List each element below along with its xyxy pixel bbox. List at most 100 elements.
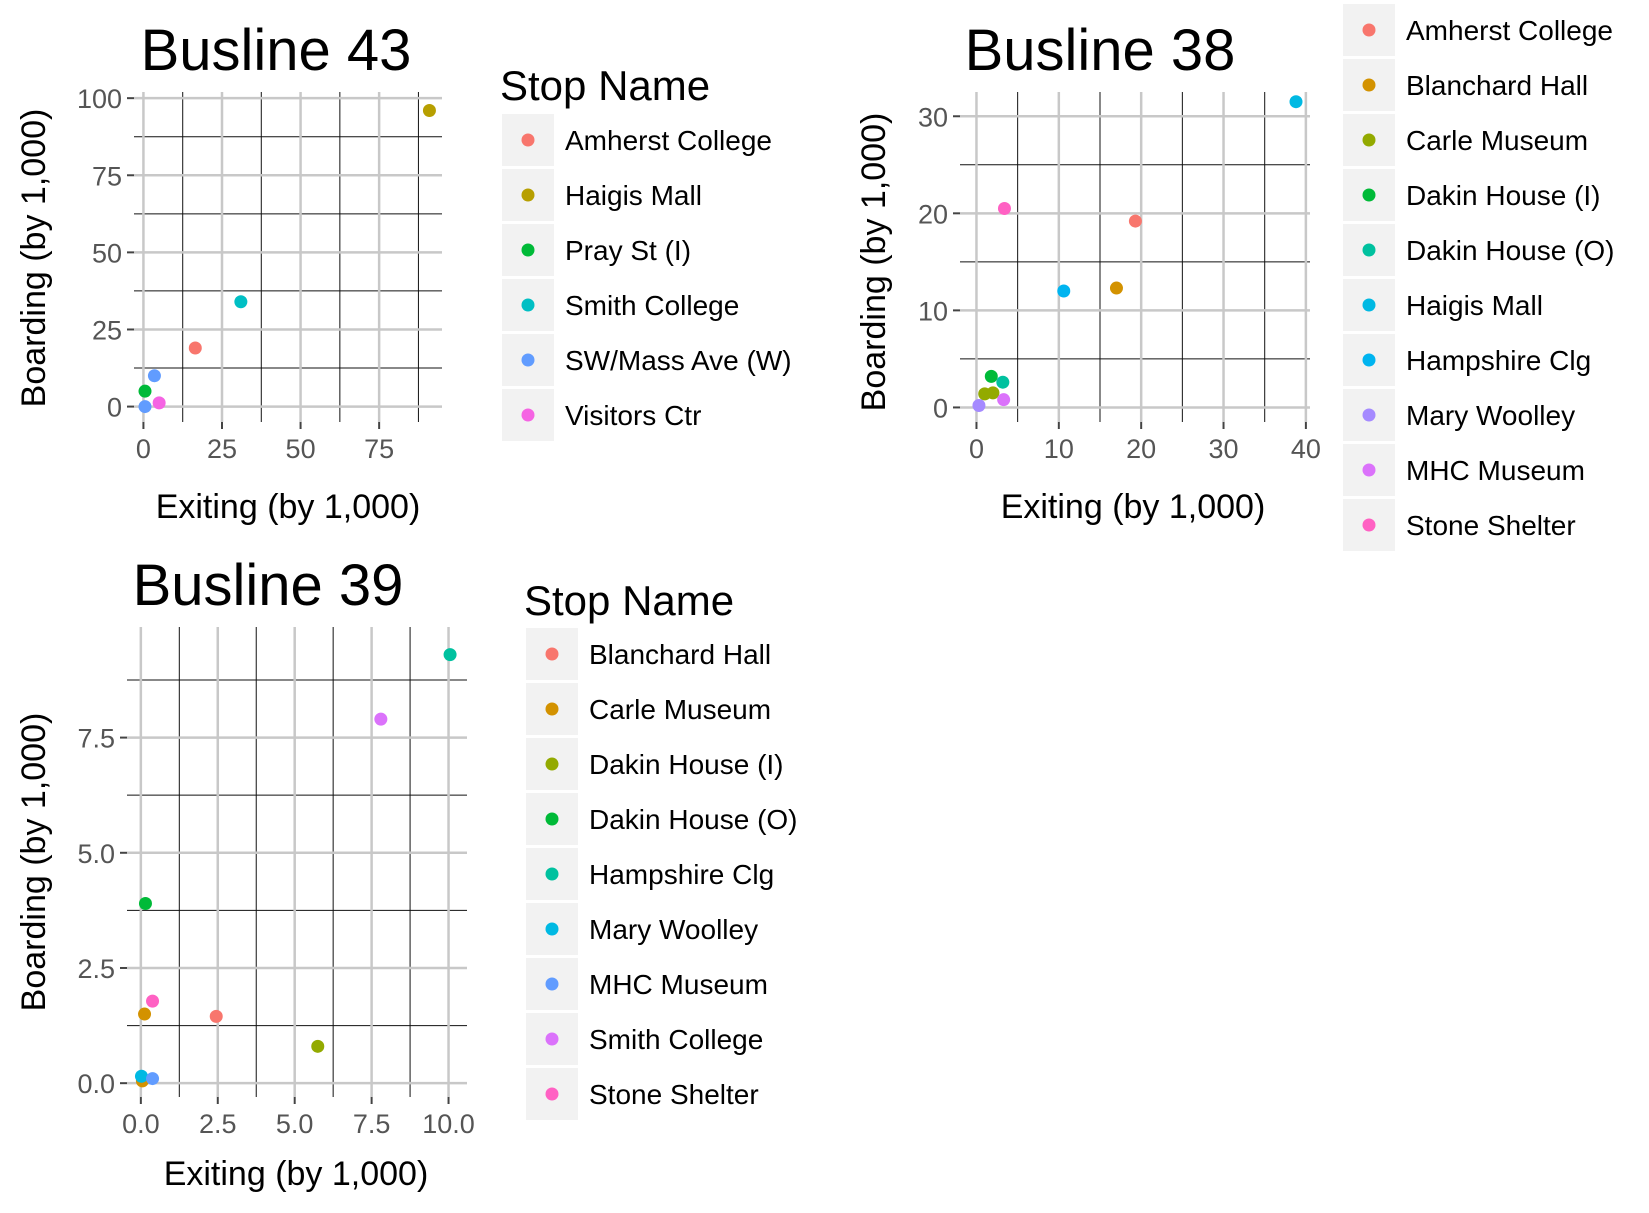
- data-point: [209, 1009, 223, 1023]
- legend: Amherst College Blanchard Hall Carle Museu…: [1343, 4, 1615, 551]
- legend-label: Haigis Mall: [565, 180, 702, 211]
- minor-grid: [134, 92, 442, 422]
- legend-marker: [1362, 188, 1376, 202]
- legend-marker: [545, 1087, 559, 1101]
- x-tick-label: 0: [969, 434, 984, 464]
- x-tick-label: 5.0: [276, 1109, 314, 1139]
- legend-marker: [521, 353, 535, 367]
- legend-label: Carle Museum: [589, 694, 771, 725]
- y-axis: 0 10 20 30: [918, 102, 960, 423]
- legend-label: Amherst College: [565, 125, 772, 156]
- legend-marker: [521, 133, 535, 147]
- points: [134, 648, 457, 1088]
- legend-label: Hampshire Clg: [1406, 345, 1591, 376]
- legend-marker: [1362, 243, 1376, 257]
- x-tick-label: 75: [364, 434, 394, 464]
- minor-grid: [127, 627, 467, 1097]
- data-point: [443, 648, 457, 662]
- chart-title: Busline 39: [133, 553, 404, 618]
- legend-marker: [545, 867, 559, 881]
- legend-label: MHC Museum: [589, 969, 768, 1000]
- legend-marker: [1362, 23, 1376, 37]
- legend: Stop Name Amherst College Haigis Mall Pray…: [500, 62, 792, 441]
- y-axis: 0.0 2.5 5.0 7.5: [77, 724, 127, 1099]
- y-tick-label: 10: [918, 296, 948, 326]
- legend-label: Smith College: [565, 290, 739, 321]
- y-axis-label: Boarding (by 1,000): [855, 113, 893, 412]
- legend-label: Carle Museum: [1406, 125, 1588, 156]
- x-axis-label: Exiting (by 1,000): [164, 1155, 429, 1193]
- legend-label: Pray St (I): [565, 235, 691, 266]
- legend-label: Stone Shelter: [1406, 510, 1576, 541]
- legend-label: Mary Woolley: [1406, 400, 1575, 431]
- legend-marker: [1362, 133, 1376, 147]
- data-point: [1289, 95, 1303, 109]
- legend-items: Amherst College Blanchard Hall Carle Museu…: [1343, 4, 1615, 551]
- plot-background: [134, 92, 442, 422]
- x-tick-label: 50: [286, 434, 316, 464]
- legend-marker: [521, 298, 535, 312]
- legend-marker: [521, 408, 535, 422]
- x-tick-label: 2.5: [199, 1109, 237, 1139]
- y-tick-label: 20: [918, 199, 948, 229]
- legend-marker: [545, 977, 559, 991]
- x-tick-label: 0.0: [122, 1109, 160, 1139]
- legend-marker: [521, 188, 535, 202]
- x-tick-label: 20: [1126, 434, 1156, 464]
- chart-title: Busline 43: [141, 18, 412, 83]
- data-point: [147, 369, 161, 383]
- data-point: [374, 712, 388, 726]
- y-tick-label: 50: [92, 238, 122, 268]
- minor-grid: [960, 92, 1310, 422]
- data-point: [422, 104, 436, 118]
- legend-label: Visitors Ctr: [565, 400, 701, 431]
- y-tick-label: 2.5: [77, 954, 115, 984]
- legend-marker: [545, 647, 559, 661]
- x-tick-label: 40: [1291, 434, 1321, 464]
- data-point: [138, 1007, 152, 1021]
- x-tick-label: 10.0: [422, 1109, 475, 1139]
- legend-label: Hampshire Clg: [589, 859, 774, 890]
- plot-area: [134, 92, 442, 422]
- data-point: [234, 295, 248, 309]
- legend-marker: [545, 812, 559, 826]
- legend-label: Dakin House (O): [1406, 235, 1615, 266]
- legend-title: Stop Name: [524, 577, 734, 624]
- data-point: [1128, 214, 1142, 228]
- plot-background: [127, 627, 467, 1097]
- data-point: [986, 386, 1000, 400]
- panel-busline-43: Busline 43 0 25 50 75 0 25 50 75 100 Exiting (b…: [15, 18, 792, 526]
- legend-items: Amherst College Haigis Mall Pray St (I) Smi…: [502, 114, 792, 441]
- legend-marker: [1362, 298, 1376, 312]
- legend-label: Blanchard Hall: [1406, 70, 1588, 101]
- y-tick-label: 75: [92, 161, 122, 191]
- panel-busline-38: Busline 38 0 10 20 30 40 0 10 20 30 Exiting (by…: [855, 4, 1615, 551]
- legend-label: Haigis Mall: [1406, 290, 1543, 321]
- legend-label: Stone Shelter: [589, 1079, 759, 1110]
- legend-marker: [545, 1032, 559, 1046]
- legend-marker: [1362, 408, 1376, 422]
- points: [138, 104, 436, 414]
- legend-marker: [1362, 353, 1376, 367]
- legend-marker: [1362, 518, 1376, 532]
- data-point: [311, 1039, 325, 1053]
- legend-items: Blanchard Hall Carle Museum Dakin House (I…: [526, 628, 798, 1120]
- data-point: [138, 896, 152, 910]
- x-tick-label: 0: [136, 434, 151, 464]
- data-point: [972, 399, 986, 412]
- x-axis: 0.0 2.5 5.0 7.5 10.0: [122, 1097, 475, 1139]
- data-point: [1057, 284, 1071, 298]
- y-tick-label: 25: [92, 315, 122, 345]
- data-point: [997, 201, 1011, 215]
- x-axis-label: Exiting (by 1,000): [156, 488, 421, 526]
- legend-marker: [1362, 463, 1376, 477]
- major-grid: [134, 92, 442, 422]
- x-axis: 0 25 50 75: [136, 422, 394, 464]
- y-tick-label: 100: [77, 84, 122, 114]
- x-axis-label: Exiting (by 1,000): [1001, 488, 1266, 526]
- y-tick-label: 0: [933, 393, 948, 423]
- legend-title: Stop Name: [500, 62, 710, 109]
- data-point: [997, 393, 1011, 407]
- data-point: [152, 396, 166, 410]
- y-tick-label: 7.5: [77, 724, 115, 754]
